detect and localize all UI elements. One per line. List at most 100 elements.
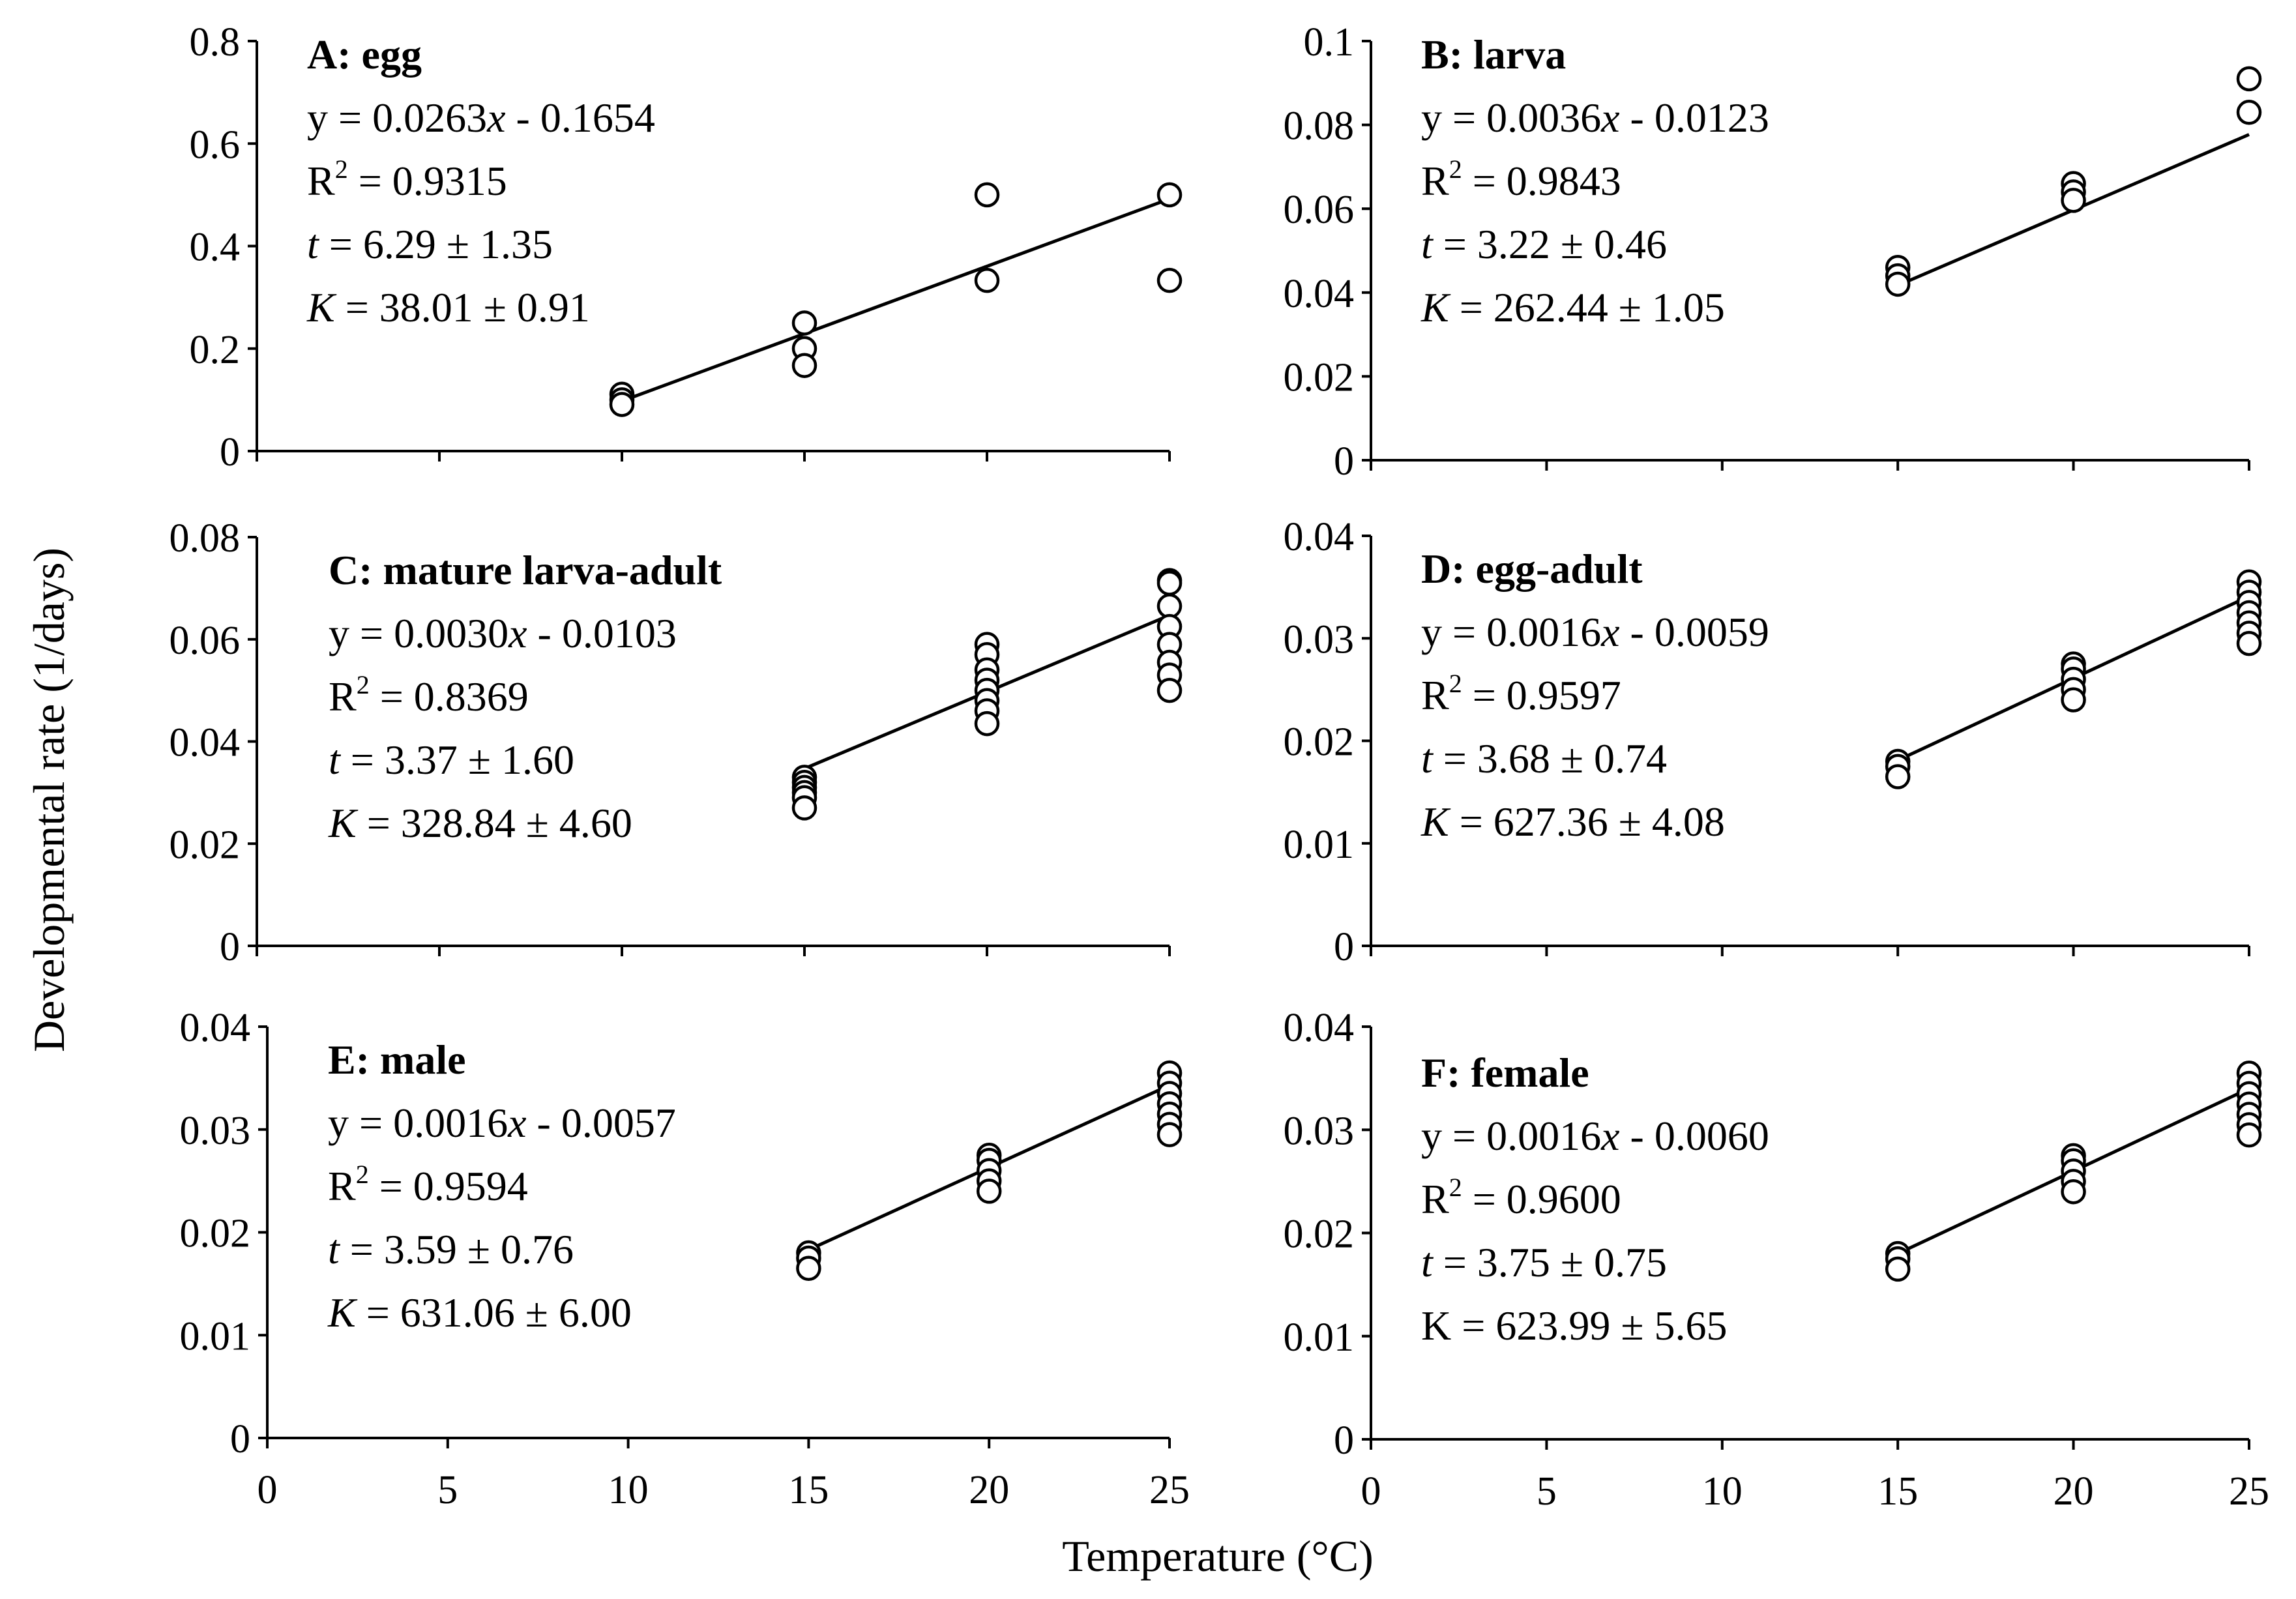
x-tick-label: 25 (2229, 1469, 2269, 1514)
thermal-constant: K = 328.84 ± 4.60 (328, 800, 632, 846)
x-tick-label: 10 (608, 1468, 649, 1512)
panel-title: F: female (1421, 1049, 1589, 1096)
x-tick-label: 15 (788, 1468, 829, 1512)
threshold-value: t = 3.22 ± 0.46 (1421, 221, 1667, 267)
r-squared: R2 = 0.9600 (1421, 1173, 1621, 1222)
data-point (2061, 188, 2086, 213)
y-tick-label: 0.06 (1284, 188, 1355, 232)
y-tick-label: 0.01 (1284, 1315, 1355, 1360)
data-point (791, 795, 817, 821)
regression-equation: y = 0.0036x - 0.0123 (1421, 95, 1769, 141)
data-point (1156, 267, 1183, 293)
threshold-value: t = 3.75 ± 0.75 (1421, 1239, 1667, 1285)
thermal-constant: K = 623.99 ± 5.65 (1421, 1302, 1727, 1349)
data-point (2236, 100, 2262, 125)
x-tick-label: 0 (258, 1468, 278, 1512)
y-tick-label: 0.08 (169, 516, 241, 561)
regression-equation: y = 0.0016x - 0.0060 (1421, 1113, 1769, 1159)
x-tick-label: 5 (437, 1468, 458, 1512)
data-point (2236, 630, 2262, 656)
data-point (974, 711, 1000, 737)
y-tick-label: 0.02 (1284, 720, 1355, 765)
y-tick-label: 0.6 (190, 123, 241, 167)
data-point (1156, 593, 1183, 619)
panel-C: 0 0.02 0.04 0.06 0.08 C: mature larva-adult y … (169, 516, 1183, 969)
panel-F: 0 0.01 0.02 0.03 0.04 0 5 10 15 20 25 F: female y = … (1284, 1006, 2270, 1514)
data-point (2061, 1179, 2086, 1205)
y-tick-label: 0.1 (1304, 20, 1355, 65)
panel-title: A: egg (307, 31, 422, 78)
y-tick-label: 0.04 (169, 721, 241, 765)
r-squared: R2 = 0.8369 (329, 670, 529, 720)
y-tick-label: 0.04 (1284, 515, 1355, 559)
data-point (2236, 66, 2262, 92)
data-point (974, 267, 1000, 293)
y-tick-label: 0.03 (180, 1109, 251, 1153)
data-point (1156, 570, 1183, 596)
panel-E: 0 0.01 0.02 0.03 0.04 0 5 10 15 20 25 E: male y = 0.… (180, 1006, 1190, 1512)
y-tick-label: 0.02 (1284, 1212, 1355, 1257)
data-point (976, 1179, 1002, 1204)
y-tick-label: 0.04 (180, 1006, 251, 1050)
data-point (609, 392, 635, 417)
y-tick-label: 0.2 (190, 328, 241, 372)
data-point (1885, 271, 1911, 297)
y-tick-label: 0.03 (1284, 1109, 1355, 1153)
y-tick-label: 0 (220, 430, 240, 475)
y-tick-label: 0.02 (169, 823, 241, 867)
x-tick-label: 0 (1361, 1469, 1381, 1514)
y-tick-label: 0.08 (1284, 104, 1355, 149)
x-tick-label: 25 (1149, 1468, 1190, 1512)
data-point (1885, 1256, 1911, 1282)
r-squared: R2 = 0.9597 (1421, 669, 1621, 718)
y-tick-label: 0.01 (1284, 823, 1355, 867)
thermal-constant: K = 262.44 ± 1.05 (1420, 284, 1725, 330)
y-tick-label: 0 (1334, 925, 1354, 969)
panel-B: 0 0.02 0.04 0.06 0.08 0.1 B: larva y = 0.0036x … (1284, 20, 2262, 484)
regression-equation: y = 0.0016x - 0.0059 (1421, 609, 1769, 655)
threshold-value: t = 3.68 ± 0.74 (1421, 735, 1667, 782)
threshold-value: t = 6.29 ± 1.35 (307, 221, 553, 267)
r-squared: R2 = 0.9315 (307, 154, 507, 204)
y-tick-label: 0.4 (190, 226, 241, 270)
y-tick-label: 0.04 (1284, 1006, 1355, 1050)
x-tick-label: 5 (1537, 1469, 1557, 1514)
threshold-value: t = 3.59 ± 0.76 (328, 1226, 574, 1272)
data-point (1156, 182, 1183, 208)
data-point (791, 353, 817, 378)
y-tick-label: 0.04 (1284, 272, 1355, 316)
y-axis-title: Developmental rate (1/days) (24, 548, 74, 1052)
r-squared: R2 = 0.9843 (1421, 154, 1621, 204)
y-tick-label: 0 (1334, 439, 1354, 484)
data-point (974, 182, 1000, 208)
panel-title: C: mature larva-adult (329, 547, 722, 593)
panel-title: E: male (328, 1036, 466, 1083)
x-tick-label: 20 (2053, 1469, 2094, 1514)
data-point (796, 1255, 821, 1281)
data-point (791, 310, 817, 336)
regression-equation: y = 0.0030x - 0.0103 (329, 610, 677, 656)
thermal-constant: K = 627.36 ± 4.08 (1420, 799, 1725, 845)
panel-A: 0 0.2 0.4 0.6 0.8 A: egg y = 0.0263x - 0.1654 R… (190, 20, 1183, 475)
regression-line (621, 197, 1170, 403)
y-tick-label: 0.02 (1284, 355, 1355, 400)
threshold-value: t = 3.37 ± 1.60 (329, 737, 574, 783)
data-point (2061, 687, 2086, 712)
thermal-constant: K = 631.06 ± 6.00 (327, 1289, 632, 1336)
y-tick-label: 0.02 (180, 1212, 251, 1256)
data-point (1156, 1122, 1183, 1147)
r-squared: R2 = 0.9594 (328, 1160, 528, 1209)
data-point (2236, 1122, 2262, 1148)
x-axis-title: Temperature (°C) (1062, 1531, 1373, 1581)
y-tick-label: 0.8 (190, 20, 241, 65)
panel-title: D: egg-adult (1421, 546, 1643, 592)
data-point (1156, 677, 1183, 703)
y-tick-label: 0 (220, 925, 240, 969)
x-tick-label: 20 (969, 1468, 1009, 1512)
y-tick-label: 0.06 (169, 619, 241, 663)
y-tick-label: 0.01 (180, 1314, 251, 1358)
x-tick-label: 10 (1702, 1469, 1743, 1514)
y-tick-label: 0 (230, 1417, 250, 1461)
regression-equation: y = 0.0016x - 0.0057 (328, 1100, 676, 1146)
